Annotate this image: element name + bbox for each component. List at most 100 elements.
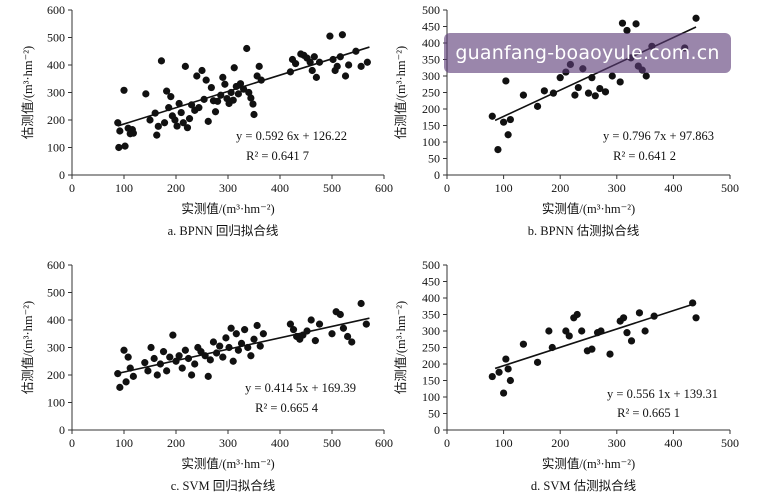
x-tick-label: 500 (323, 181, 341, 195)
y-tick-label: 50 (428, 407, 440, 421)
y-axis-label: 估测值/(m³·hm⁻²) (20, 46, 35, 139)
data-point (141, 359, 149, 367)
data-point (573, 310, 581, 319)
data-point (188, 371, 196, 379)
data-point (156, 360, 164, 368)
data-point (565, 332, 573, 340)
data-point (195, 104, 203, 112)
x-tick-label: 300 (219, 436, 237, 450)
x-tick-label: 0 (444, 181, 450, 195)
panel-caption: b. BPNN 估测拟合线 (528, 223, 640, 238)
data-point (129, 372, 137, 380)
x-axis-label: 实测值/(m³·hm⁻²) (542, 201, 635, 216)
x-tick-label: 400 (664, 436, 682, 450)
data-point (363, 58, 371, 66)
y-tick-label: 400 (47, 58, 65, 72)
data-point (114, 370, 122, 378)
data-point (222, 334, 230, 342)
data-point (357, 62, 365, 70)
data-point (207, 83, 215, 92)
data-point (627, 337, 636, 345)
data-point (193, 72, 201, 80)
data-point (339, 324, 348, 332)
data-point (500, 118, 508, 126)
data-point (181, 346, 189, 354)
data-point (120, 346, 128, 354)
data-point (584, 89, 593, 97)
data-point (116, 383, 124, 391)
data-point (623, 26, 631, 35)
data-point (171, 116, 179, 124)
data-point (540, 87, 548, 95)
x-axis-label: 实测值/(m³·hm⁻²) (181, 201, 274, 216)
data-point (151, 109, 159, 117)
panel-caption: a. BPNN 回归拟合线 (168, 223, 279, 238)
data-point (146, 116, 154, 124)
data-point (641, 327, 649, 335)
y-tick-label: 600 (47, 258, 65, 272)
data-point (229, 357, 237, 365)
data-point (217, 91, 225, 99)
y-tick-label: 0 (59, 168, 65, 182)
regression-equation: y = 0.414 5x + 169.39 (245, 381, 356, 395)
data-point (244, 343, 252, 352)
regression-equation: y = 0.592 6x + 126.22 (236, 129, 347, 143)
data-point (234, 346, 242, 354)
y-tick-label: 200 (47, 368, 65, 382)
data-point (166, 353, 174, 361)
y-axis-label: 估测值/(m³·hm⁻²) (393, 301, 408, 394)
r-squared-label: R² = 0.641 2 (613, 149, 676, 163)
data-point (240, 85, 248, 93)
y-tick-label: 250 (422, 86, 440, 100)
data-point (181, 62, 189, 70)
data-point (632, 20, 640, 28)
data-point (247, 94, 255, 102)
y-tick-label: 600 (47, 3, 65, 17)
panel-caption: c. SVM 回归拟合线 (171, 478, 276, 493)
data-point (219, 353, 227, 361)
y-tick-label: 350 (422, 53, 440, 67)
data-point (504, 365, 512, 373)
data-point (142, 90, 150, 98)
x-tick-label: 200 (551, 181, 569, 195)
data-point (116, 127, 124, 135)
y-tick-label: 300 (422, 69, 440, 83)
data-point (153, 371, 161, 379)
data-point (124, 353, 132, 361)
y-tick-label: 500 (422, 3, 440, 17)
data-point (310, 53, 318, 61)
data-point (549, 89, 558, 97)
data-point (495, 368, 503, 376)
x-tick-label: 100 (115, 436, 133, 450)
data-point (198, 66, 206, 75)
data-point (336, 53, 344, 61)
data-point (153, 131, 161, 139)
data-point (250, 335, 258, 343)
data-point (255, 62, 263, 70)
x-tick-label: 300 (219, 181, 237, 195)
data-point (650, 312, 658, 320)
data-point (175, 352, 183, 360)
data-point (345, 61, 353, 69)
data-point (488, 112, 496, 120)
y-tick-label: 0 (59, 423, 65, 437)
data-point (556, 74, 564, 82)
y-tick-label: 150 (422, 374, 440, 388)
data-point (357, 299, 365, 308)
data-point (692, 14, 700, 22)
panel-caption: d. SVM 估测拟合线 (531, 478, 637, 493)
y-tick-label: 100 (47, 141, 65, 155)
data-point (241, 326, 249, 334)
x-tick-label: 100 (495, 181, 513, 195)
data-point (308, 66, 316, 75)
data-point (175, 99, 183, 108)
scatter-panel-3: 0 100 200 300 400 500 600 0 100 200 300 400 500 600 y … (20, 258, 393, 493)
data-point (312, 73, 320, 81)
data-point (548, 343, 556, 352)
x-tick-label: 100 (495, 436, 513, 450)
data-point (502, 77, 510, 85)
data-point (250, 110, 258, 119)
x-axis-label: 实测值/(m³·hm⁻²) (542, 456, 635, 471)
data-point (144, 367, 152, 375)
y-tick-label: 350 (422, 308, 440, 322)
